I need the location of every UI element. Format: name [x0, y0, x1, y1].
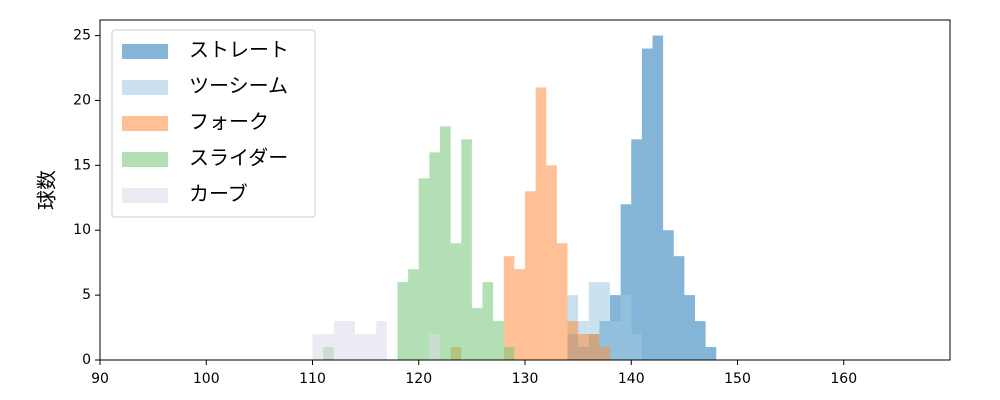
legend-swatch: [122, 152, 168, 167]
bar: [578, 334, 589, 360]
bar: [418, 178, 430, 360]
x-tick-label: 100: [193, 371, 220, 387]
y-tick-label: 25: [73, 28, 91, 44]
y-tick-label: 10: [73, 222, 91, 238]
bar: [546, 165, 557, 360]
x-tick-label: 140: [618, 371, 645, 387]
bar: [599, 347, 610, 360]
legend-label: カーブ: [189, 182, 248, 206]
bar: [503, 347, 515, 360]
bar: [312, 334, 324, 360]
legend-label: フォーク: [189, 110, 269, 134]
bar: [610, 321, 621, 360]
bar: [588, 334, 600, 360]
legend-swatch: [122, 116, 168, 131]
y-tick-label: 5: [82, 287, 91, 303]
bar: [323, 334, 334, 360]
y-tick-label: 20: [73, 92, 91, 108]
bar: [471, 308, 483, 360]
legend-swatch: [122, 44, 168, 59]
bar: [620, 295, 632, 360]
legend-box: [111, 29, 316, 218]
bar: [525, 191, 536, 360]
bar: [355, 334, 366, 360]
bar: [440, 126, 451, 360]
bar: [365, 334, 377, 360]
bar: [461, 139, 472, 360]
bar: [663, 230, 674, 360]
bar: [450, 243, 462, 360]
bar: [493, 321, 504, 360]
x-tick-label: 150: [724, 371, 751, 387]
bar: [684, 295, 695, 360]
bar: [429, 152, 440, 360]
bar: [620, 204, 632, 360]
bar: [344, 321, 355, 360]
y-tick-label: 0: [82, 352, 91, 368]
bar: [503, 256, 515, 360]
x-tick-label: 110: [299, 371, 326, 387]
bar: [482, 282, 494, 360]
bar: [408, 269, 419, 360]
bar: [514, 269, 525, 360]
bar: [631, 334, 642, 360]
x-tick-label: 130: [512, 371, 539, 387]
bar: [376, 321, 387, 360]
bar: [695, 321, 706, 360]
x-tick-label: 120: [405, 371, 432, 387]
bar: [599, 282, 610, 360]
bar: [652, 35, 664, 361]
legend-label: スライダー: [189, 146, 288, 170]
bar: [535, 87, 547, 360]
bar: [705, 347, 717, 360]
y-tick-label: 15: [73, 157, 91, 173]
legend-label: ツーシーム: [189, 74, 288, 98]
legend-swatch: [122, 80, 168, 95]
y-axis-label: 球数: [35, 170, 59, 210]
bar: [397, 282, 409, 360]
legend-label: ストレート: [189, 38, 289, 62]
bar: [641, 48, 653, 360]
bar: [588, 282, 600, 360]
bar: [429, 334, 440, 360]
bar: [567, 321, 579, 360]
bar: [631, 139, 642, 360]
bar: [333, 321, 345, 360]
x-tick-label: 90: [91, 371, 109, 387]
bar: [556, 243, 568, 360]
x-tick-label: 160: [830, 371, 857, 387]
legend-swatch: [122, 188, 168, 203]
bar: [673, 256, 685, 360]
